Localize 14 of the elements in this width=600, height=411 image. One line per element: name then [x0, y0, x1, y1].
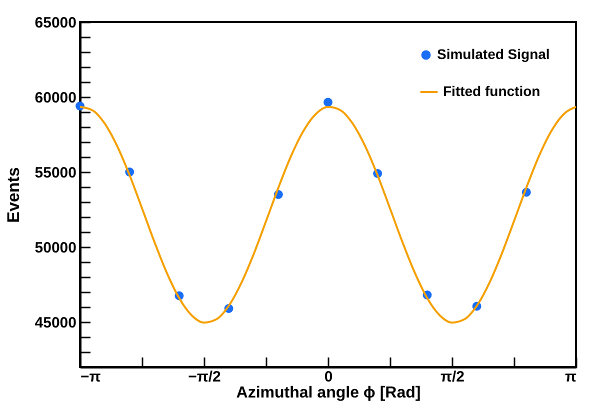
- x-axis-title: Azimuthal angle ϕ [Rad]: [236, 384, 421, 402]
- legend-label: Fitted function: [443, 83, 540, 99]
- x-tick-label: π/2: [440, 368, 464, 386]
- y-axis-title: Events: [4, 167, 23, 223]
- y-tick-label: 50000: [34, 240, 76, 256]
- y-tick-label: 55000: [34, 164, 76, 182]
- y-tick-label: 65000: [34, 14, 76, 32]
- x-tick-label: π: [565, 368, 578, 386]
- x-tick-label: −π: [80, 368, 102, 386]
- x-tick-label: 0: [324, 368, 333, 386]
- x-tick-label: −π/2: [188, 368, 221, 386]
- y-tick-label: 60000: [34, 90, 76, 106]
- legend-label: Simulated Signal: [437, 46, 550, 62]
- y-tick-label: 45000: [34, 314, 76, 332]
